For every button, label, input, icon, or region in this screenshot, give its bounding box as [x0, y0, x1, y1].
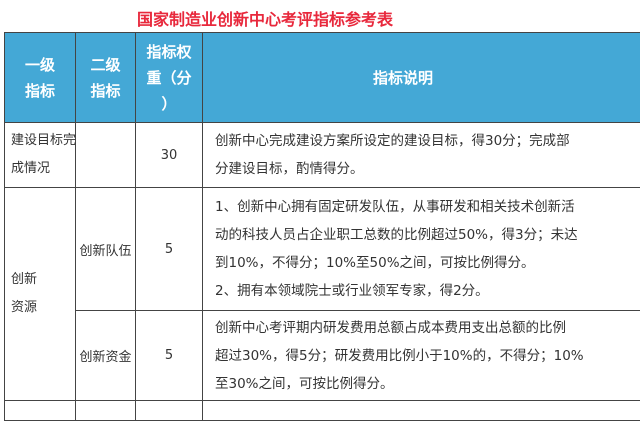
weight-cell: 5 [136, 188, 203, 311]
header-text: 二级 [76, 52, 135, 78]
header-text: 指标 [76, 78, 135, 104]
empty-cell [5, 401, 76, 421]
cell-text: 成情况 [11, 155, 75, 183]
cell-text: 2、拥有本领域院士或行业领军专家，得2分。 [215, 277, 640, 305]
weight-cell: 30 [136, 123, 203, 188]
description-cell: 创新中心考评期内研发费用总额占成本费用支出总额的比例 超过30%，得5分；研发费… [203, 311, 640, 401]
empty-cell [203, 401, 640, 421]
header-weight: 指标权 重（分 ） [136, 33, 203, 123]
level2-cell: 创新资金 [76, 311, 136, 401]
cell-text: 分建设目标，酌情得分。 [215, 155, 640, 183]
level2-cell: 创新队伍 [76, 188, 136, 311]
header-text: 一级 [5, 52, 75, 78]
cell-text: 至30%之间，可按比例得分。 [215, 370, 640, 398]
cell-text: 建设目标完 [11, 127, 75, 155]
cell-text: 超过30%，得5分；研发费用比例小于10%的，不得分；10% [215, 342, 640, 370]
level1-cell: 建设目标完 成情况 [5, 123, 76, 188]
table-row: 创新 资源 创新队伍 5 1、创新中心拥有固定研发队伍，从事研发和相关技术创新活… [5, 188, 640, 311]
table-row: 建设目标完 成情况 30 创新中心完成建设方案所设定的建设目标，得30分；完成部… [5, 123, 640, 188]
cell-text: 创新中心考评期内研发费用总额占成本费用支出总额的比例 [215, 314, 640, 342]
header-text: 指标权 [136, 39, 202, 65]
page-title: 国家制造业创新中心考评指标参考表 [0, 6, 530, 30]
header-row: 一级 指标 二级 指标 指标权 重（分 ） 指标说明 [5, 33, 640, 123]
level2-cell [76, 123, 136, 188]
description-cell: 创新中心完成建设方案所设定的建设目标，得30分；完成部 分建设目标，酌情得分。 [203, 123, 640, 188]
cell-text: 到10%，不得分；10%至50%之间，可按比例得分。 [215, 249, 640, 277]
table-row-partial [5, 401, 640, 421]
cell-text: 1、创新中心拥有固定研发队伍，从事研发和相关技术创新活 [215, 193, 640, 221]
table-row: 创新资金 5 创新中心考评期内研发费用总额占成本费用支出总额的比例 超过30%，… [5, 311, 640, 401]
empty-cell [76, 401, 136, 421]
header-level1: 一级 指标 [5, 33, 76, 123]
level1-cell: 创新 资源 [5, 188, 76, 401]
cell-text: 资源 [11, 294, 75, 322]
header-text: 指标 [5, 78, 75, 104]
header-text: ） [136, 91, 202, 117]
cell-text: 创新中心完成建设方案所设定的建设目标，得30分；完成部 [215, 127, 640, 155]
header-description: 指标说明 [203, 33, 640, 123]
cell-text: 动的科技人员占企业职工总数的比例超过50%，得3分；未达 [215, 221, 640, 249]
header-text: 重（分 [136, 65, 202, 91]
cell-text: 创新 [11, 266, 75, 294]
header-level2: 二级 指标 [76, 33, 136, 123]
description-cell: 1、创新中心拥有固定研发队伍，从事研发和相关技术创新活 动的科技人员占企业职工总… [203, 188, 640, 311]
empty-cell [136, 401, 203, 421]
weight-cell: 5 [136, 311, 203, 401]
evaluation-table: 一级 指标 二级 指标 指标权 重（分 ） 指标说明 建设目标完 成情况 30 … [4, 32, 640, 421]
